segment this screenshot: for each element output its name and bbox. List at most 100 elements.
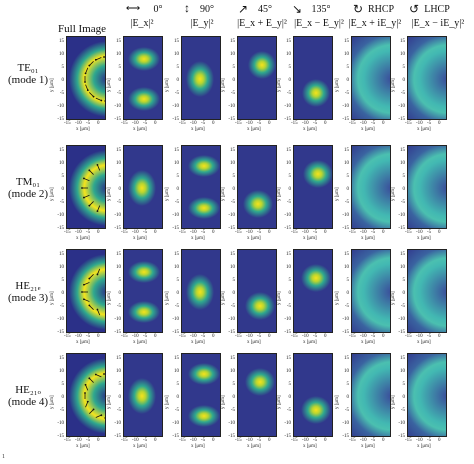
polarization-arrow [95, 374, 102, 378]
x-tick-label: -5 [427, 230, 432, 235]
x-tick-label: -10 [132, 334, 139, 339]
x-tick-label: -10 [360, 334, 367, 339]
field-panel-r3-c5 [351, 249, 391, 333]
x-axis-label: x [μm] [303, 444, 317, 449]
field-panel-r2-c3 [237, 145, 277, 229]
x-tick-label: -5 [86, 438, 91, 443]
y-tick-label: 5 [288, 65, 292, 70]
header-col1-angle: 0° [153, 4, 163, 15]
x-tick-label: -15 [121, 121, 128, 126]
x-tick-label: -10 [75, 438, 82, 443]
arrow-head [84, 392, 86, 394]
field-panel-r4-c6 [407, 353, 447, 437]
y-tick-label: 15 [286, 39, 291, 44]
diagonal-down-arrow-icon: ↘ [291, 2, 303, 16]
x-tick-label: 0 [212, 438, 215, 443]
x-tick-label: -10 [246, 334, 253, 339]
polarization-arrow [83, 298, 90, 302]
y-tick-label: 0 [288, 187, 292, 192]
x-tick-label: 0 [438, 121, 441, 126]
y-tick-label: -15 [57, 330, 64, 335]
x-tick-label: -5 [143, 230, 148, 235]
y-tick-label: -10 [114, 213, 121, 218]
x-tick-label: -5 [371, 230, 376, 235]
y-tick-label: 5 [288, 382, 292, 387]
header-col3-label: |E_x + E_y|² [237, 18, 287, 29]
field-panel-r3-c0 [66, 249, 106, 333]
x-tick-label: -15 [349, 438, 356, 443]
x-axis-label: x [μm] [133, 444, 147, 449]
x-tick-label: -5 [427, 438, 432, 443]
x-tick-label: 0 [438, 230, 441, 235]
y-tick-label: 0 [402, 78, 406, 83]
x-tick-label: 0 [154, 334, 157, 339]
row-desc-4: (mode 4) [7, 396, 48, 408]
x-tick-label: -5 [257, 121, 262, 126]
y-tick-label: 10 [344, 161, 349, 166]
y-tick-label: -5 [400, 304, 405, 309]
y-tick-label: 15 [400, 148, 405, 153]
header-col5-label: RHCP [367, 4, 395, 15]
y-tick-label: -5 [174, 304, 179, 309]
header-col6-sub: |E_x − iE_y|² [411, 18, 465, 29]
y-tick-label: -5 [59, 408, 64, 413]
field-panel-r2-c5 [351, 145, 391, 229]
y-tick-label: 5 [346, 65, 350, 70]
arrow-head [96, 273, 99, 276]
y-tick-label: 0 [402, 291, 406, 296]
x-tick-label: -10 [246, 121, 253, 126]
full-image-plot [67, 37, 105, 119]
y-axis-label: y [μm] [165, 395, 170, 409]
y-tick-label: -15 [228, 330, 235, 335]
x-tick-label: -5 [143, 438, 148, 443]
polarization-arrow [97, 164, 101, 171]
y-tick-label: -15 [172, 330, 179, 335]
arrow-head [103, 373, 105, 375]
y-tick-label: 15 [174, 252, 179, 257]
x-tick-label: -15 [291, 334, 298, 339]
y-tick-label: 10 [230, 265, 235, 270]
y-tick-label: -5 [174, 200, 179, 205]
x-tick-label: -10 [302, 334, 309, 339]
y-tick-label: -10 [228, 213, 235, 218]
x-tick-label: 0 [97, 438, 100, 443]
y-tick-label: 15 [59, 39, 64, 44]
field-panel-r2-c4 [293, 145, 333, 229]
full-image-plot [67, 250, 105, 332]
polarization-arrow [89, 378, 94, 383]
y-tick-label: -10 [57, 104, 64, 109]
x-axis-label: x [μm] [303, 340, 317, 345]
x-tick-label: 0 [382, 230, 385, 235]
field-panel-r2-c1 [123, 145, 163, 229]
y-tick-label: 0 [402, 187, 406, 192]
y-tick-label: -10 [398, 317, 405, 322]
x-tick-label: -5 [313, 121, 318, 126]
y-tick-label: 0 [402, 395, 406, 400]
y-tick-label: 10 [286, 369, 291, 374]
field-panel-r3-c1 [123, 249, 163, 333]
x-tick-label: -15 [291, 438, 298, 443]
y-axis-label: y [μm] [165, 187, 170, 201]
arrow-head [88, 64, 91, 67]
y-tick-label: -10 [57, 317, 64, 322]
y-tick-label: 0 [232, 291, 236, 296]
y-tick-label: -5 [344, 200, 349, 205]
y-tick-label: -5 [286, 304, 291, 309]
y-tick-label: -5 [400, 200, 405, 205]
x-axis-label: x [μm] [133, 340, 147, 345]
field-panel-r1-c6 [407, 36, 447, 120]
y-axis-label: y [μm] [107, 395, 112, 409]
y-tick-label: -10 [398, 421, 405, 426]
x-tick-label: 0 [154, 438, 157, 443]
x-tick-label: -10 [416, 230, 423, 235]
x-axis-label: x [μm] [303, 236, 317, 241]
arrow-head [81, 187, 83, 189]
y-axis-label: y [μm] [391, 395, 396, 409]
field-panel-r1-c3 [237, 36, 277, 120]
arrow-head [96, 164, 99, 166]
y-tick-label: 10 [59, 161, 64, 166]
x-tick-label: -10 [132, 230, 139, 235]
full-image-plot [67, 146, 105, 228]
arrow-head [83, 283, 85, 286]
x-axis-label: x [μm] [76, 127, 90, 132]
